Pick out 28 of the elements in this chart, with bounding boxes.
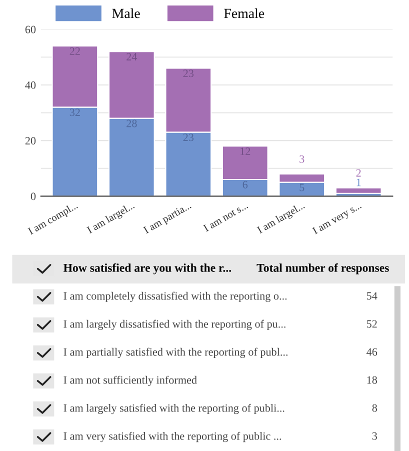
- y-tick-label: 20: [25, 137, 36, 145]
- data-label: 54: [366, 292, 378, 300]
- category-label: I am completely dissatisfied with the reporting o...: [64, 292, 287, 302]
- x-tick-label: I am largel...: [86, 201, 136, 236]
- data-label: 1: [356, 178, 361, 186]
- category-label: I am very satisfied with the reporting of public ...: [64, 432, 282, 442]
- category-label: I am largely dissatisfied with the reporting of pu...: [64, 320, 286, 330]
- y-tick-label: 40: [25, 81, 36, 89]
- category-label: I am partially satisfied with the reporting of publ...: [64, 348, 288, 358]
- text: Total number of responses: [256, 263, 389, 274]
- data-label: 18: [367, 376, 377, 384]
- data-label: 3: [372, 432, 377, 440]
- y-tick-label: 0: [30, 192, 36, 200]
- category-label: I am not sufficiently informed: [64, 376, 197, 386]
- data-label: 52: [366, 320, 377, 328]
- data-label: 8: [372, 404, 377, 412]
- data-label: 2: [356, 169, 361, 177]
- x-tick-label: I am not s...: [203, 202, 248, 232]
- x-tick-label: I am very s...: [312, 202, 363, 236]
- legend-label: Male: [112, 8, 140, 18]
- bar: [335, 187, 382, 194]
- data-label: 3: [300, 155, 304, 163]
- y-tick-label: 60: [25, 26, 36, 34]
- text: How satisfied are you with the r...: [64, 263, 232, 274]
- data-label: 46: [366, 348, 378, 356]
- category-label: I am largely satisfied with the reporting of publi...: [64, 404, 284, 414]
- x-tick-label: I am largel...: [256, 201, 306, 236]
- legend-label: Female: [224, 8, 264, 18]
